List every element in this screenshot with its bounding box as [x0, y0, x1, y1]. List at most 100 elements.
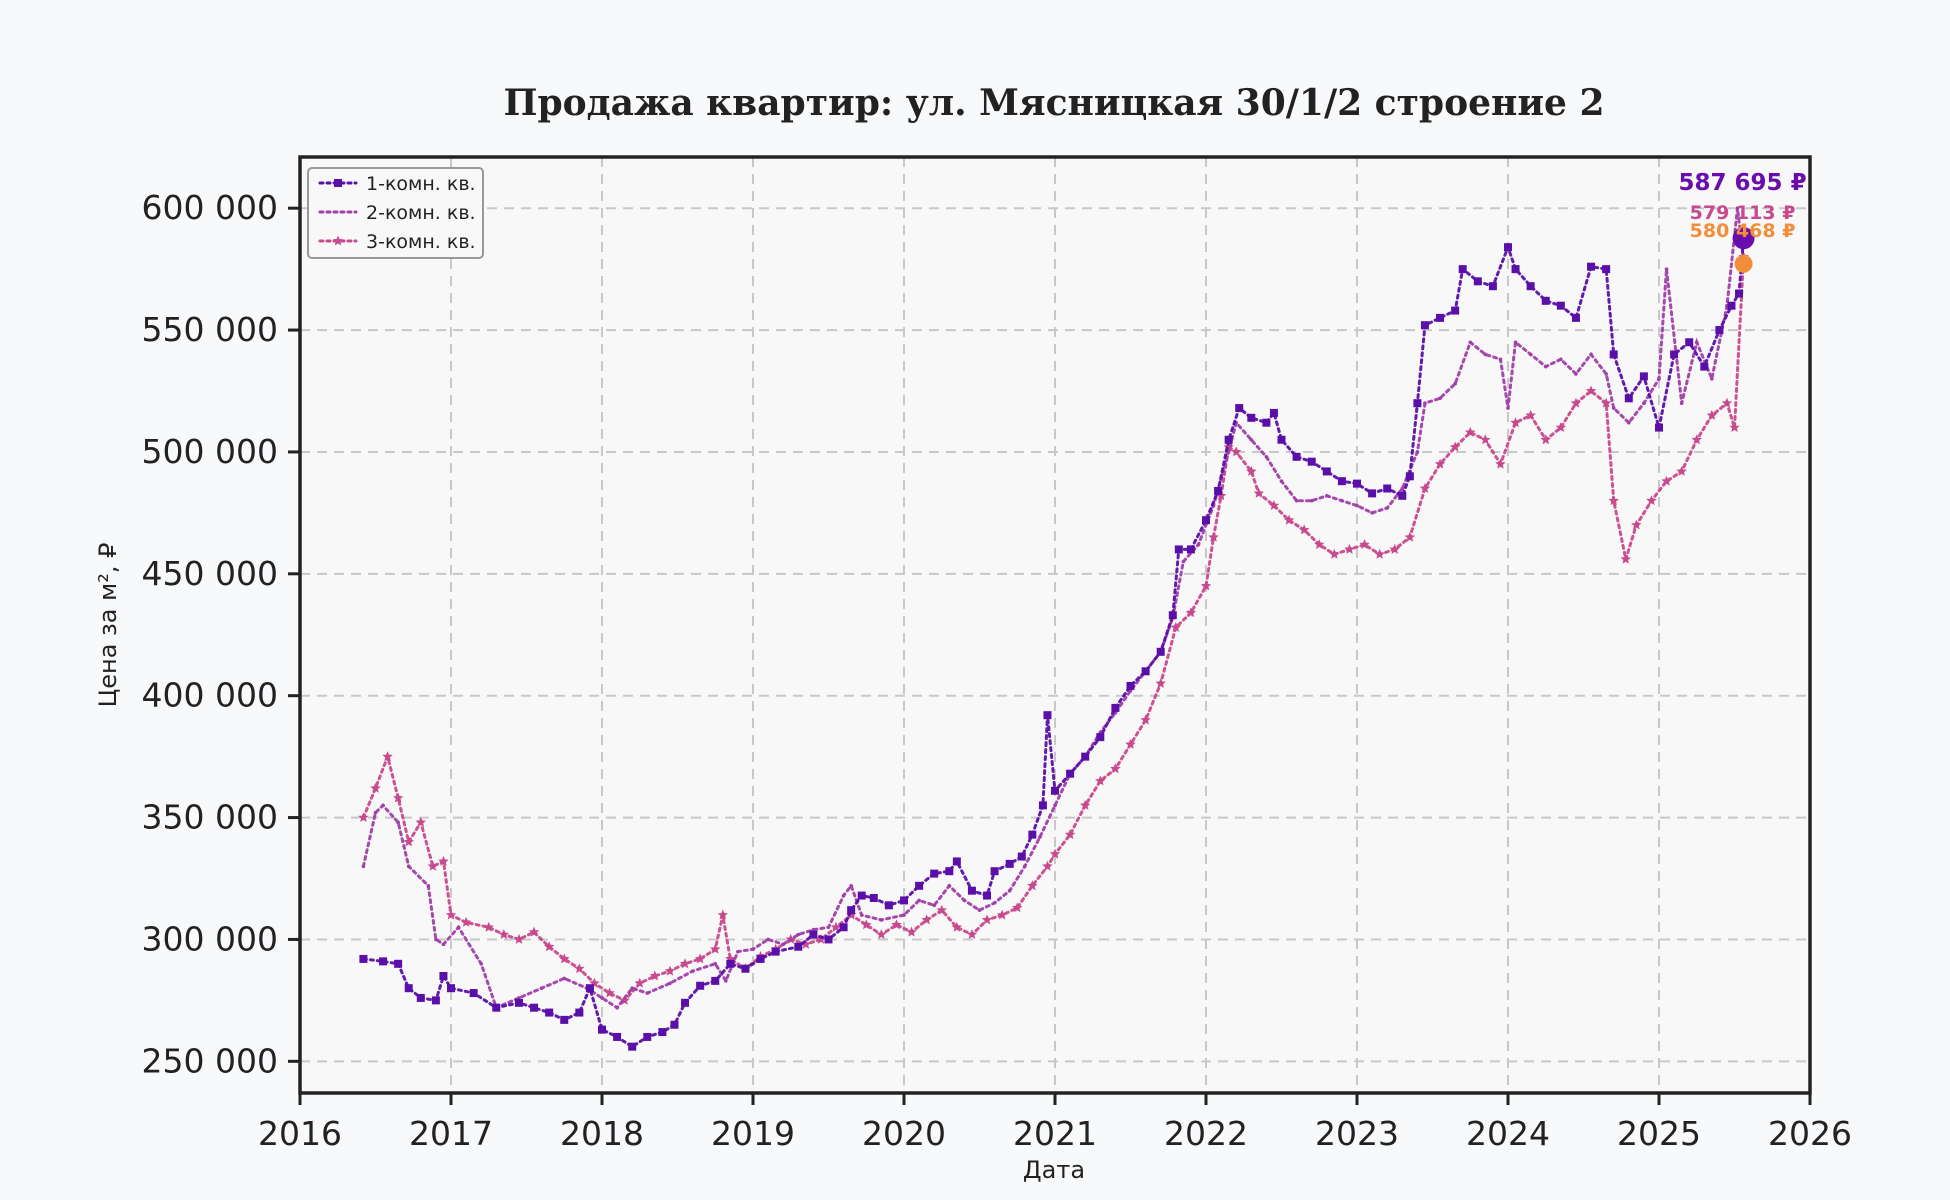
- data-point: [1168, 611, 1177, 620]
- data-point: [1126, 681, 1135, 690]
- data-point: [1639, 372, 1648, 381]
- data-point: [416, 993, 425, 1002]
- data-point: [1053, 803, 1057, 808]
- data-point: [483, 921, 494, 932]
- end-value-label: 580 468 ₽: [1690, 220, 1796, 242]
- data-point: [1540, 434, 1551, 445]
- data-point: [1559, 357, 1563, 362]
- data-point: [645, 991, 650, 995]
- data-point: [736, 949, 740, 954]
- data-point: [1504, 243, 1512, 252]
- data-point: [1646, 495, 1657, 506]
- data-point: [1262, 418, 1271, 427]
- legend-box: [307, 167, 484, 259]
- data-point: [381, 803, 385, 808]
- data-point: [996, 909, 1008, 920]
- data-point: [634, 977, 645, 988]
- data-point: [426, 884, 431, 888]
- data-point: [1453, 381, 1457, 386]
- data-point: [902, 913, 906, 917]
- data-point: [1253, 487, 1265, 498]
- data-point: [936, 904, 947, 915]
- x-tick-label: 2018: [560, 1114, 644, 1153]
- data-point: [1721, 397, 1733, 408]
- data-point: [1174, 545, 1183, 554]
- data-point: [1602, 265, 1611, 274]
- y-axis-ticks: 250 000 300 000 350 000 400 000 450 000 500 0…: [142, 188, 300, 1080]
- data-point: [849, 884, 853, 888]
- data-point: [539, 986, 544, 990]
- end-marker: [1734, 254, 1753, 273]
- data-point: [1570, 397, 1582, 408]
- data-point: [1264, 455, 1269, 459]
- data-point: [528, 926, 540, 937]
- data-point: [1676, 465, 1687, 476]
- data-point: [1095, 775, 1106, 786]
- data-point: [1526, 282, 1535, 291]
- data-point: [696, 981, 705, 990]
- data-point: [1235, 404, 1244, 413]
- data-point: [514, 998, 523, 1007]
- data-point: [1170, 621, 1181, 632]
- data-point: [845, 909, 857, 920]
- data-point: [1495, 458, 1506, 469]
- x-tick-label: 2026: [1768, 1114, 1852, 1153]
- data-point: [1735, 289, 1744, 298]
- data-point: [1525, 409, 1536, 420]
- data-point: [1555, 422, 1567, 432]
- data-point: [1685, 338, 1694, 347]
- data-point: [1451, 306, 1460, 315]
- data-point: [1715, 326, 1724, 335]
- chart-title: Продажа квартир: ул. Мясницкая 30/1/2 ст…: [503, 82, 1604, 124]
- data-point: [1279, 479, 1284, 483]
- data-point: [469, 989, 478, 998]
- y-tick-label: 250 000: [142, 1041, 278, 1080]
- data-point: [1483, 352, 1488, 357]
- data-point: [1051, 786, 1059, 795]
- data-point: [1511, 265, 1520, 274]
- data-point: [932, 903, 936, 908]
- data-point: [498, 929, 510, 939]
- data-point: [1449, 441, 1461, 452]
- data-point: [1247, 413, 1256, 422]
- data-point: [604, 987, 615, 998]
- legend-label: 3-комн. кв.: [366, 231, 476, 253]
- data-point: [857, 891, 866, 900]
- data-point: [900, 896, 908, 905]
- data-point: [431, 996, 440, 1005]
- y-tick-label: 600 000: [142, 188, 278, 227]
- data-point: [781, 942, 785, 947]
- data-point: [1325, 494, 1329, 498]
- data-point: [1657, 377, 1661, 381]
- data-point: [876, 929, 887, 939]
- data-point: [1513, 340, 1518, 345]
- y-tick-label: 350 000: [142, 798, 278, 837]
- data-point: [824, 935, 833, 944]
- data-point: [891, 919, 902, 930]
- data-point: [947, 884, 952, 888]
- legend-label: 2-комн. кв.: [366, 202, 476, 224]
- data-point: [1389, 543, 1400, 554]
- data-point: [771, 947, 780, 956]
- data-point: [575, 1008, 584, 1017]
- data-point: [1249, 437, 1254, 442]
- data-point: [1438, 396, 1442, 401]
- data-point: [613, 1032, 622, 1041]
- data-point: [1600, 397, 1612, 408]
- data-point: [915, 881, 924, 890]
- data-point: [1049, 848, 1061, 859]
- data-point: [530, 1003, 539, 1012]
- data-point: [403, 836, 414, 847]
- x-tick-label: 2024: [1466, 1114, 1550, 1153]
- data-point: [917, 898, 921, 903]
- data-point: [1283, 514, 1295, 525]
- legend-label: 1-комн. кв.: [366, 173, 476, 195]
- data-point: [359, 954, 368, 963]
- data-point: [1214, 486, 1223, 495]
- data-point: [1434, 458, 1446, 469]
- data-point: [951, 921, 963, 932]
- data-point: [1661, 475, 1672, 486]
- data-point: [445, 909, 457, 920]
- x-tick-label: 2025: [1617, 1114, 1701, 1153]
- data-point: [1277, 435, 1286, 444]
